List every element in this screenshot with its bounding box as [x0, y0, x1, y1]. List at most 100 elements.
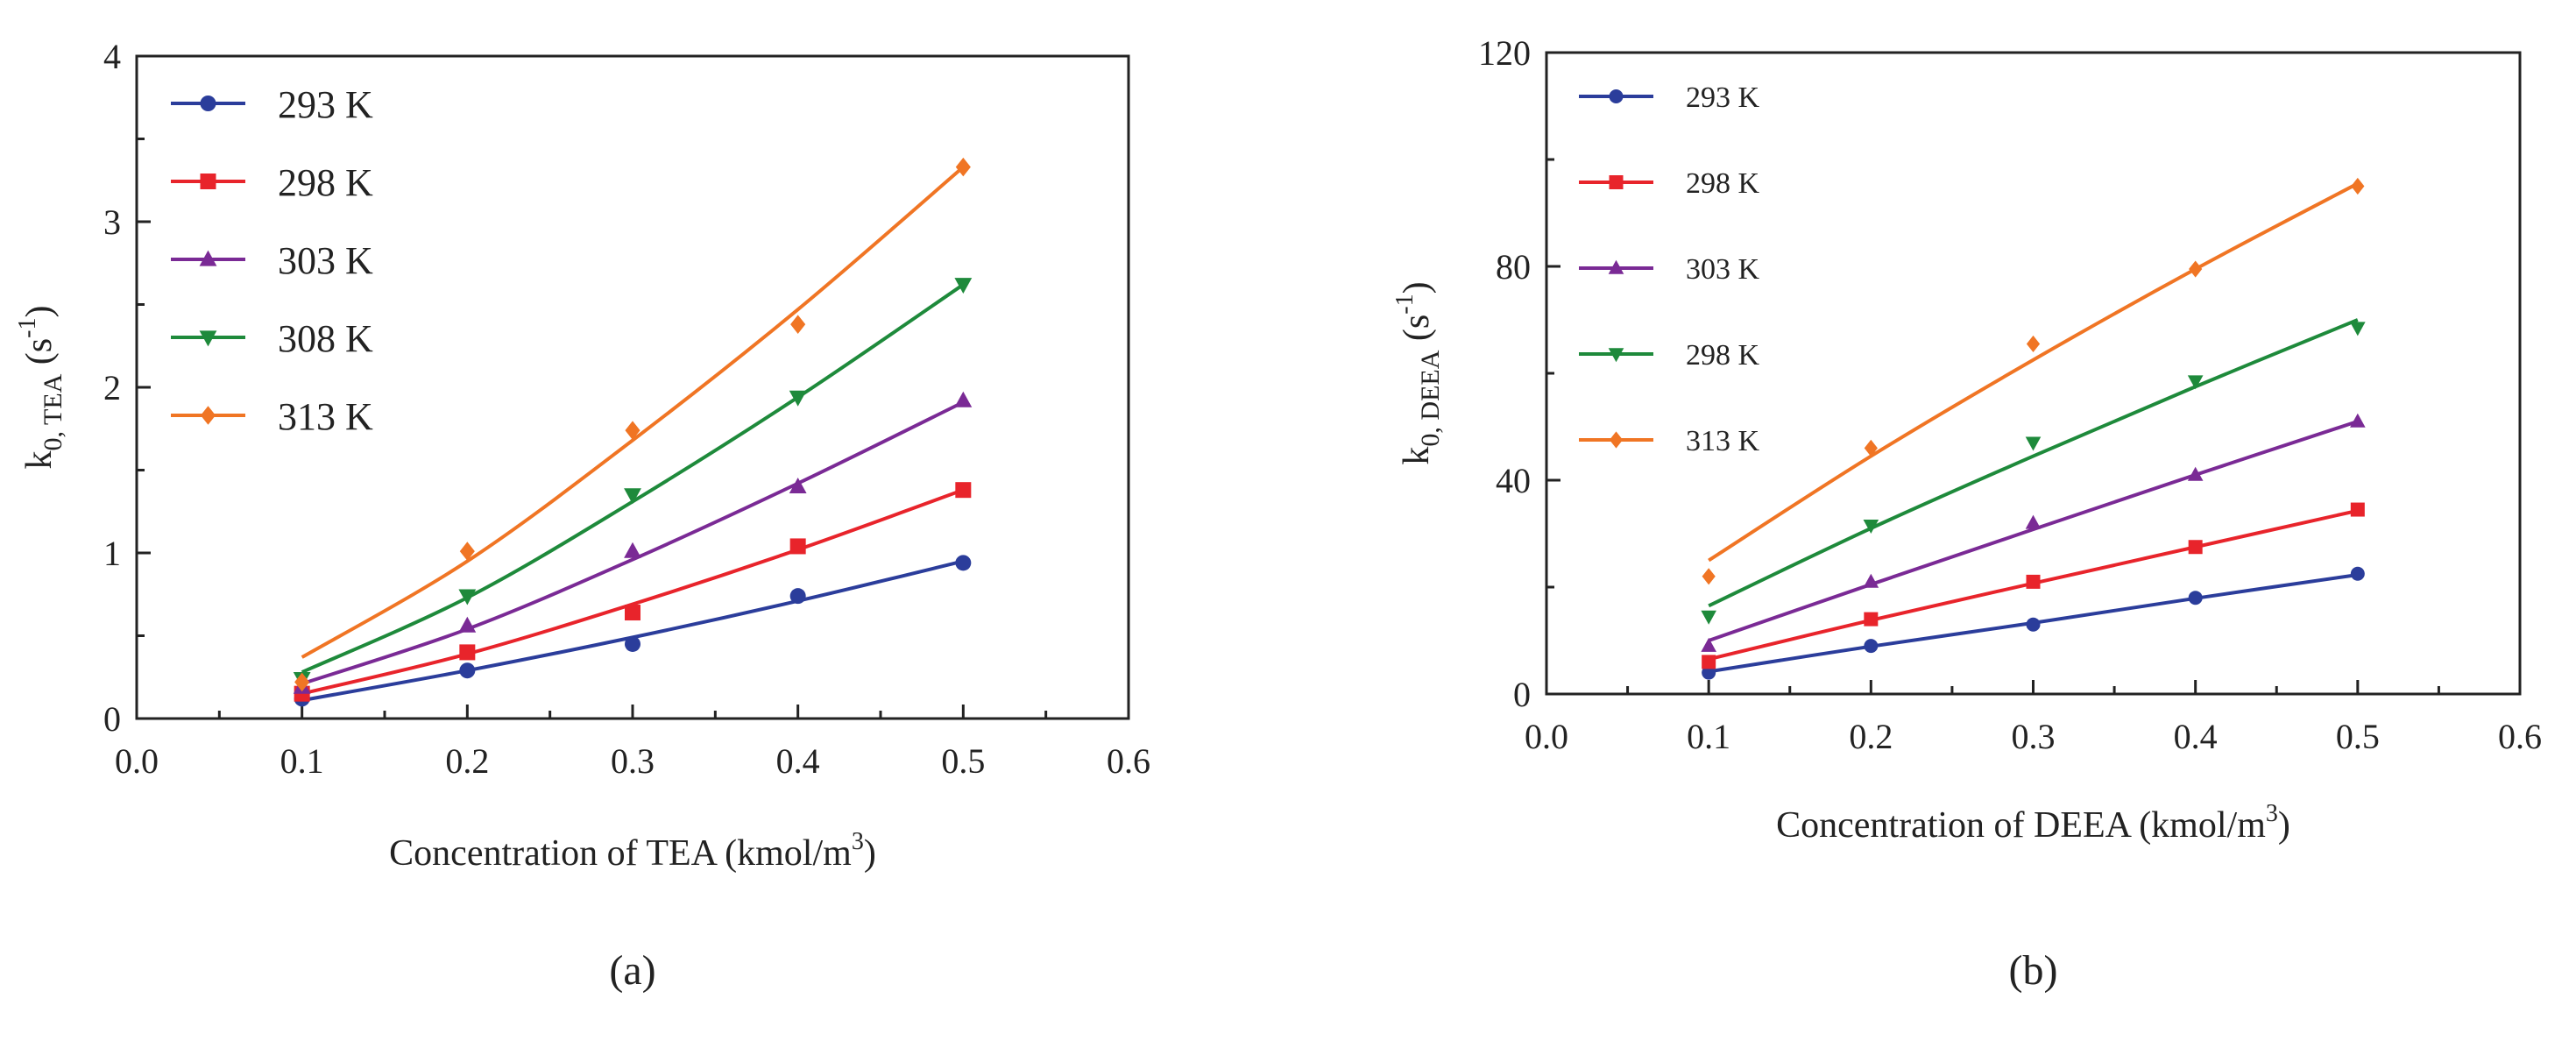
fit-line — [1708, 181, 2359, 563]
data-point — [2350, 566, 2365, 581]
data-point — [625, 635, 640, 652]
data-point — [459, 644, 476, 661]
legend-label: 293 K — [278, 83, 373, 126]
data-point — [955, 482, 972, 499]
data-point — [2188, 591, 2203, 605]
legend-label: 313 K — [1686, 425, 1760, 457]
legend-label: 298 K — [1686, 167, 1760, 200]
x-tick-label: 0.3 — [611, 741, 655, 781]
panel-label: (b) — [2009, 947, 2058, 994]
y-tick-label: 4 — [103, 37, 121, 76]
data-point — [2025, 436, 2042, 451]
data-point — [458, 589, 477, 605]
x-axis-title: Concentration of TEA (kmol/m3) — [389, 828, 876, 874]
y-tick-label: 80 — [1496, 247, 1531, 287]
data-point — [789, 478, 807, 494]
chart-panel-a: 0.0 0.1 0.2 0.3 0.4 0.5 0.6 0 1 2 3 4 293 K 298 K 303 … — [14, 37, 1150, 994]
legend-label: 303 K — [1686, 253, 1760, 286]
legend-label: 298 K — [278, 161, 373, 204]
data-point — [624, 542, 641, 558]
x-tick-label: 0.1 — [280, 741, 324, 781]
panel-label: (a) — [609, 947, 655, 994]
data-point — [789, 538, 806, 555]
x-tick-label: 0.2 — [445, 741, 489, 781]
series-293-k — [1702, 566, 2365, 680]
legend-label: 308 K — [278, 317, 373, 360]
fit-line — [301, 400, 965, 686]
data-point — [1702, 655, 1716, 669]
legend-label: 298 K — [1686, 339, 1760, 372]
x-tick-label: 0.6 — [1107, 741, 1150, 781]
y-tick-label: 40 — [1496, 461, 1531, 500]
data-point — [2350, 413, 2366, 428]
data-point — [1864, 612, 1879, 627]
data-point — [2189, 260, 2203, 278]
x-tick-label: 0.5 — [2336, 717, 2380, 756]
data-point — [955, 157, 971, 177]
series-298-k — [294, 482, 972, 702]
fit-line — [1708, 318, 2359, 608]
data-point — [789, 588, 806, 605]
x-tick-label: 0.6 — [2498, 717, 2542, 756]
x-tick-label: 0.0 — [115, 741, 159, 781]
series-293-k — [294, 555, 972, 707]
data-point — [2350, 322, 2366, 336]
legend-marker — [1609, 431, 1624, 449]
y-axis-title: k0, TEA (s-1) — [14, 306, 67, 470]
series-298-k — [1701, 318, 2366, 625]
legend-marker — [200, 96, 216, 111]
data-point — [1863, 520, 1879, 535]
y-tick-label: 1 — [103, 534, 121, 573]
x-tick-label: 0.2 — [1849, 717, 1893, 756]
legend-label: 303 K — [278, 239, 373, 282]
data-point — [2026, 335, 2041, 353]
legend-marker — [199, 330, 217, 347]
y-tick-label: 3 — [103, 202, 121, 242]
series-298-k — [1702, 502, 2365, 669]
y-tick-label: 120 — [1478, 33, 1531, 73]
y-tick-label: 0 — [103, 699, 121, 739]
y-tick-label: 2 — [103, 368, 121, 407]
data-point — [2026, 574, 2041, 589]
data-point — [1702, 568, 1716, 585]
x-tick-label: 0.5 — [941, 741, 985, 781]
legend-marker — [1608, 259, 1624, 274]
legend-marker — [200, 174, 216, 189]
legend-label: 293 K — [1686, 81, 1760, 114]
data-point — [2025, 514, 2042, 529]
fit-line — [301, 488, 965, 696]
x-tick-label: 0.0 — [1525, 717, 1568, 756]
legend-marker — [1609, 175, 1624, 189]
legend-marker — [199, 250, 217, 266]
fit-line — [301, 166, 965, 659]
data-point — [459, 662, 476, 679]
data-point — [790, 315, 806, 334]
legend-marker — [1609, 89, 1624, 103]
legend-marker — [1608, 348, 1624, 363]
series-313-k — [294, 157, 971, 692]
series-303-k — [1701, 413, 2366, 652]
legend-label: 313 K — [278, 395, 373, 438]
y-axis-title: k0, DEEA (s-1) — [1391, 281, 1445, 464]
data-point — [625, 605, 640, 621]
legend-marker — [200, 406, 216, 425]
fit-line — [1708, 420, 2359, 642]
x-tick-label: 0.4 — [2174, 717, 2218, 756]
data-point — [1702, 665, 1716, 680]
data-point — [1864, 639, 1879, 654]
data-point — [459, 542, 475, 561]
data-point — [2188, 540, 2203, 555]
data-point — [458, 616, 477, 633]
y-tick-label: 0 — [1513, 675, 1531, 714]
x-tick-label: 0.1 — [1687, 717, 1730, 756]
x-tick-label: 0.3 — [2012, 717, 2056, 756]
x-tick-label: 0.4 — [776, 741, 820, 781]
data-point — [624, 488, 641, 505]
series-313-k — [1702, 177, 2365, 585]
data-point — [955, 555, 972, 571]
data-point — [2351, 177, 2365, 195]
data-point — [1701, 637, 1716, 652]
data-point — [2350, 502, 2365, 517]
data-point — [1863, 573, 1879, 588]
